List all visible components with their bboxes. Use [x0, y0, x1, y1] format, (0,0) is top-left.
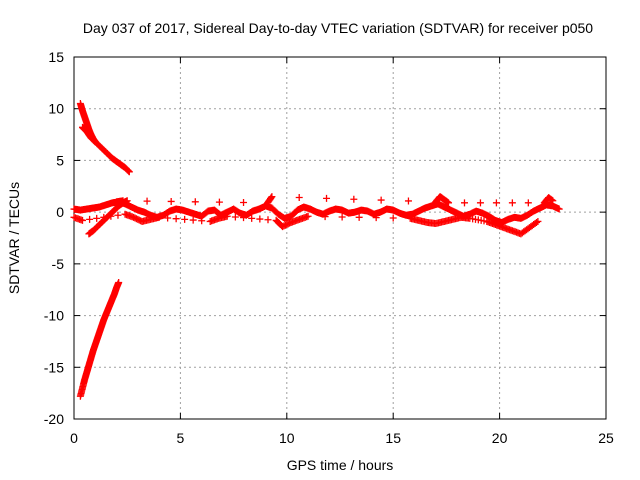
data-point-markers: [79, 123, 99, 146]
y-tick-labels: -20 -15 -10 -5 0 5 10 15: [44, 49, 64, 427]
data-points: [70, 100, 563, 400]
x-tick-label: 25: [598, 430, 614, 446]
series-arc-high-secondary: [79, 123, 99, 146]
grid-lines: [74, 57, 606, 419]
series-arc-high-decreasing: [76, 100, 133, 176]
x-tick-label: 0: [70, 430, 78, 446]
data-point-markers: [76, 100, 133, 176]
y-tick-label: 5: [56, 152, 64, 168]
chart-title: Day 037 of 2017, Sidereal Day-to-day VTE…: [83, 20, 593, 36]
x-tick-label: 15: [385, 430, 401, 446]
plot-frame: [73, 56, 607, 420]
y-tick-label: -10: [44, 308, 64, 324]
y-tick-label: 15: [48, 49, 64, 65]
y-tick-label: -5: [52, 256, 65, 272]
series-arc-low-increasing: [76, 278, 123, 400]
y-tick-label: -15: [44, 359, 64, 375]
x-axis-label: GPS time / hours: [287, 457, 394, 473]
y-tick-label: 0: [56, 204, 64, 220]
x-tick-label: 10: [279, 430, 295, 446]
data-point-markers: [76, 278, 123, 400]
x-tick-label: 20: [492, 430, 508, 446]
series-near-zero-band-lower: [70, 210, 542, 238]
y-tick-label: 10: [48, 101, 64, 117]
series-near-zero-band: [70, 198, 563, 226]
series-near-zero-band-upper: [113, 193, 557, 207]
y-axis-label: SDTVAR / TECUs: [6, 182, 22, 294]
data-point-markers: [113, 193, 557, 207]
data-point-markers: [70, 210, 542, 238]
y-tick-label: -20: [44, 411, 64, 427]
data-point-markers: [70, 198, 563, 226]
x-tick-label: 5: [177, 430, 185, 446]
x-tick-labels: 0 5 10 15 20 25: [70, 430, 614, 446]
axis-ticks: [73, 56, 607, 420]
